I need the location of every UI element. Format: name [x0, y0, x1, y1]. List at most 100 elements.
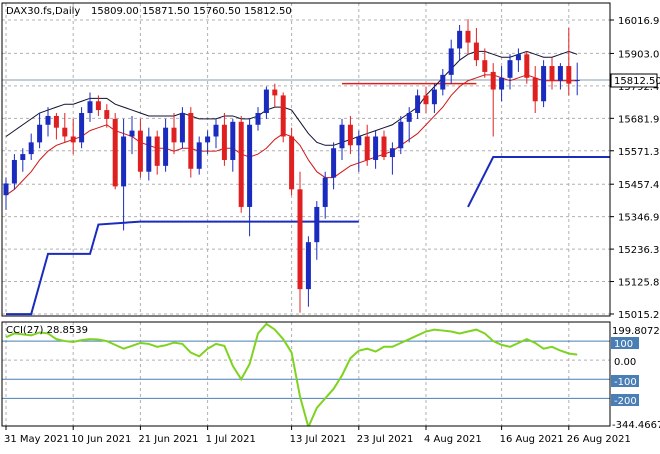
candle-bullish — [196, 142, 202, 169]
candle-bearish — [62, 127, 68, 137]
candle-bearish — [364, 136, 370, 160]
candle-bullish — [230, 121, 236, 160]
candle-bearish — [423, 95, 429, 105]
candle-bearish — [154, 136, 160, 166]
cci-line — [5, 322, 578, 426]
candle-bullish — [163, 127, 169, 166]
date-tick-label: 21 Jun 2021 — [138, 434, 198, 445]
candle-bearish — [532, 77, 538, 102]
cci-label: CCI(27) 28.8539 — [6, 325, 88, 336]
price-tick-label: 15125.80 — [618, 278, 660, 289]
candle-bearish — [171, 127, 177, 143]
candle-bullish — [448, 48, 454, 75]
chart-header-low: 15760.50 — [193, 6, 241, 17]
price-tick-label: 15903.00 — [618, 49, 660, 60]
date-tick-label: 23 Jul 2021 — [357, 434, 414, 445]
cci-level-100: 100 — [614, 339, 633, 350]
price-tick-label: 16016.90 — [618, 16, 660, 27]
price-panel-frame — [1, 2, 611, 317]
candle-bearish — [95, 101, 101, 111]
candle-bullish — [339, 124, 345, 149]
cci-top-value: 199.8072 — [612, 326, 660, 337]
candle-bearish — [465, 30, 471, 43]
candle-bullish — [541, 66, 547, 102]
candle-bearish — [289, 136, 295, 190]
candle-bullish — [263, 89, 269, 114]
candle-bearish — [473, 42, 479, 61]
candle-bearish — [272, 89, 278, 96]
candle-bullish — [499, 77, 505, 90]
date-tick-label: 13 Jul 2021 — [290, 434, 347, 445]
candle-bearish — [566, 66, 572, 84]
candle-bearish — [53, 115, 59, 128]
candle-bullish — [87, 101, 93, 114]
candle-bullish — [507, 60, 513, 78]
candle-bullish — [11, 159, 17, 184]
candle-bullish — [247, 124, 253, 207]
date-tick-label: 4 Aug 2021 — [424, 434, 482, 445]
date-tick-label: 1 Jul 2021 — [206, 434, 256, 445]
candle-bullish — [3, 183, 9, 196]
candle-bullish — [331, 148, 337, 178]
candle-bullish — [415, 95, 421, 114]
price-tick-label: 15346.90 — [618, 213, 660, 224]
candle-bullish — [129, 130, 135, 137]
candle-bullish — [146, 136, 152, 172]
candle-bearish — [112, 118, 118, 187]
candle-bearish — [524, 54, 530, 78]
candle-bearish — [549, 66, 555, 81]
price-tick-label: 15571.35 — [618, 147, 660, 158]
candle-bullish — [213, 124, 219, 137]
candle-bearish — [221, 124, 227, 160]
candle-bullish — [440, 74, 446, 90]
candle-bearish — [188, 113, 194, 169]
date-tick-label: 26 Aug 2021 — [567, 434, 631, 445]
chart-header-open: 15809.00 — [91, 6, 139, 17]
candle-bullish — [457, 30, 463, 49]
candle-bearish — [238, 121, 244, 207]
chart-header-close: 15812.50 — [244, 6, 292, 17]
candle-bullish — [205, 136, 211, 143]
candle-bullish — [322, 177, 328, 207]
price-tag: 15812.50 — [614, 76, 660, 87]
candle-bullish — [305, 242, 311, 290]
candle-bearish — [280, 95, 286, 137]
cci-bottom-value: -344.4667 — [612, 420, 660, 431]
chart-header-symbol: DAX30.fs,Daily — [6, 6, 80, 17]
candle-bearish — [104, 110, 110, 119]
cci-level-100-box — [611, 337, 639, 349]
candle-bearish — [70, 136, 76, 143]
cci-plot — [2, 322, 610, 426]
candle-bullish — [20, 154, 26, 160]
candle-bearish — [347, 124, 353, 146]
price-tag-box — [610, 73, 658, 88]
candle-bullish — [37, 124, 43, 143]
candle-bullish — [406, 113, 412, 122]
support-line — [6, 220, 359, 316]
candle-bullish — [79, 113, 85, 143]
candle-bullish — [373, 136, 379, 160]
cci-level-0: 0.00 — [614, 357, 636, 368]
price-tick-label: 15457.45 — [618, 180, 660, 191]
price-plot — [2, 19, 610, 316]
cci-panel-frame — [1, 321, 611, 427]
date-tick-label: 31 May 2021 — [4, 434, 69, 445]
candle-bullish — [515, 54, 521, 61]
moving-average-dark — [5, 50, 578, 146]
price-tick-label: 15015.25 — [618, 310, 660, 321]
candle-bearish — [490, 71, 496, 90]
candle-bullish — [121, 136, 127, 187]
candle-bullish — [356, 136, 362, 146]
candle-bearish — [482, 60, 488, 72]
candle-bullish — [431, 89, 437, 105]
candle-bearish — [381, 136, 387, 158]
date-tick-label: 16 Aug 2021 — [500, 434, 564, 445]
candle-bullish — [574, 79, 580, 82]
candle-bearish — [137, 130, 143, 172]
price-tick-label: 15236.35 — [618, 245, 660, 256]
candle-bullish — [398, 121, 404, 149]
price-tick-label: 15681.90 — [618, 114, 660, 125]
cci-level-minus200: -200 — [614, 396, 637, 407]
